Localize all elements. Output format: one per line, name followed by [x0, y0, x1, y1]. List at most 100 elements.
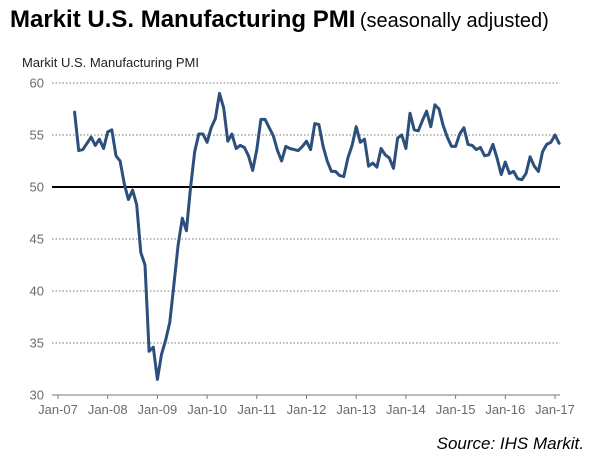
data-point	[89, 135, 93, 139]
data-point	[342, 175, 345, 178]
data-point	[297, 149, 300, 152]
data-point	[77, 149, 80, 152]
data-point	[442, 124, 445, 127]
data-point	[123, 182, 126, 186]
data-point	[334, 170, 337, 173]
data-point	[143, 263, 147, 267]
pmi-series-line	[73, 91, 561, 381]
data-point	[458, 132, 461, 136]
data-point	[164, 338, 167, 342]
x-tick-label: Jan-07	[38, 402, 78, 417]
data-point	[160, 353, 163, 356]
data-point	[85, 142, 89, 145]
data-point	[396, 136, 399, 140]
data-point	[247, 154, 250, 157]
data-point	[110, 128, 114, 131]
data-point	[81, 148, 85, 151]
data-point	[479, 146, 482, 149]
chart-title: Markit U.S. Manufacturing PMI	[10, 6, 356, 33]
data-point	[379, 147, 383, 150]
data-point	[537, 170, 540, 173]
data-point	[471, 144, 474, 147]
data-point	[355, 125, 358, 128]
data-point	[259, 118, 263, 121]
data-point	[234, 147, 238, 150]
y-tick-label: 40	[30, 284, 44, 299]
data-point	[197, 132, 200, 136]
data-point	[276, 149, 279, 152]
data-point	[359, 141, 362, 144]
x-tick-label: Jan-10	[187, 402, 227, 417]
data-point	[239, 144, 242, 147]
data-point	[305, 140, 308, 143]
data-point	[466, 143, 470, 146]
data-point	[284, 145, 287, 148]
data-point	[367, 165, 370, 168]
x-tick-label: Jan-15	[436, 402, 476, 417]
data-point	[400, 133, 403, 137]
data-point	[172, 282, 176, 285]
data-point	[106, 130, 109, 134]
data-point	[553, 133, 557, 137]
data-point	[346, 156, 350, 160]
data-point	[483, 154, 486, 157]
x-tick-label: Jan-11	[237, 402, 276, 417]
data-point	[524, 172, 528, 175]
x-tick-label: Jan-16	[485, 402, 525, 417]
data-point	[317, 123, 321, 126]
x-tick-label: Jan-13	[336, 402, 376, 417]
data-point	[313, 122, 316, 125]
data-point	[417, 129, 420, 132]
data-point	[292, 148, 296, 151]
data-point	[384, 153, 387, 156]
data-point	[375, 166, 379, 169]
source-note: Source: IHS Markit.	[436, 434, 584, 453]
data-point	[131, 188, 134, 192]
data-point	[433, 103, 437, 107]
y-tick-label: 50	[30, 180, 44, 195]
data-point	[446, 135, 449, 139]
data-point	[152, 346, 155, 349]
data-point	[321, 145, 325, 148]
data-point	[404, 147, 408, 150]
data-point	[127, 198, 130, 201]
data-point	[139, 251, 142, 254]
data-point	[491, 143, 495, 146]
data-point	[201, 132, 205, 136]
data-point	[437, 107, 441, 111]
data-point	[255, 148, 258, 151]
data-point	[421, 119, 424, 122]
y-tick-label: 30	[30, 388, 44, 403]
data-point	[205, 141, 209, 144]
data-point	[251, 169, 254, 172]
data-point	[549, 141, 553, 144]
data-point	[363, 138, 366, 141]
data-point	[118, 159, 122, 163]
data-point	[288, 147, 292, 150]
data-point	[189, 186, 192, 190]
data-point	[230, 132, 234, 136]
data-point	[326, 159, 329, 163]
data-point	[309, 148, 312, 151]
data-point	[272, 134, 275, 138]
data-point	[243, 146, 246, 149]
data-point	[218, 92, 221, 95]
x-tick-label: Jan-17	[535, 402, 575, 417]
data-point	[280, 159, 283, 163]
y-tick-label: 45	[30, 232, 44, 247]
data-point	[475, 148, 478, 151]
data-point	[214, 117, 217, 120]
data-point	[263, 118, 267, 121]
data-point	[462, 126, 466, 129]
data-point	[388, 156, 391, 160]
data-point	[520, 178, 524, 181]
data-point	[338, 174, 341, 177]
y-tick-label: 55	[30, 128, 44, 143]
data-point	[147, 350, 151, 353]
data-point	[330, 170, 333, 173]
data-point	[156, 378, 159, 381]
y-tick-label: 60	[30, 76, 44, 91]
data-point	[495, 156, 499, 160]
data-point	[301, 145, 304, 148]
